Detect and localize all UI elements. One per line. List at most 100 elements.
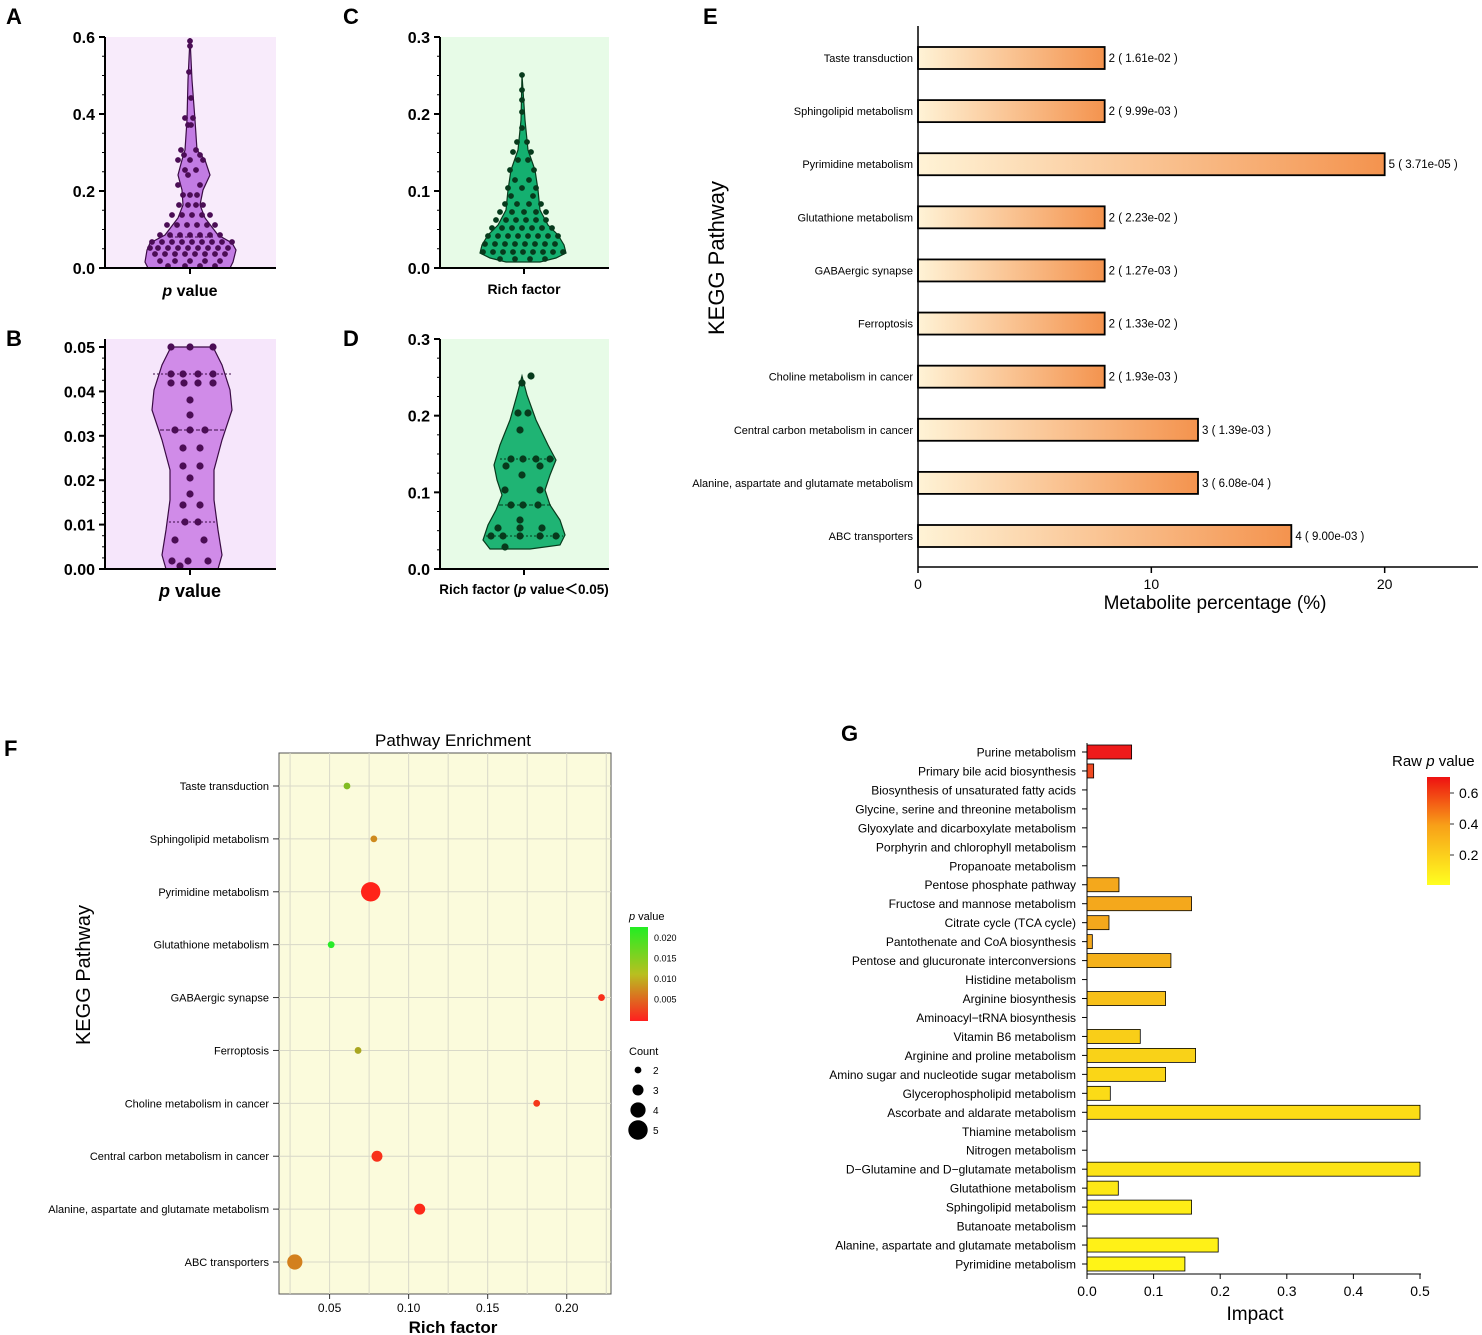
panel-g-x-tick-label: 0.4 [1344,1283,1364,1299]
panel-f-legend-p-tick: 0.015 [654,954,677,964]
panel-a-dot [212,222,218,228]
panel-b-dot [181,518,189,526]
panel-a-dot [194,222,200,228]
panel-a-dot [189,212,195,218]
panel-c-dot [509,225,515,231]
panel-c-dots [480,72,566,262]
panel-d-y-tick-label: 0.1 [408,485,430,502]
panel-c-dot [499,225,505,231]
panel-f-legend-p-ticks: 0.020 0.015 0.010 0.005 [654,933,677,1005]
panel-d-dot [532,455,540,463]
panel-f-title: Pathway Enrichment [375,731,531,750]
panel-c-dot [533,217,539,223]
panel-b: B 0.00 0.01 0.02 0.03 0.04 0.05 p value [6,326,276,601]
panel-c-dot [522,241,528,247]
panel-a-dot [175,157,181,163]
panel-a-dot [174,222,180,228]
panel-a-dot [193,167,199,173]
panel-d-dot [499,532,507,540]
panel-g-x-tick-label: 0.0 [1077,1283,1097,1299]
panel-g-legend-title: Raw p value [1392,753,1475,770]
panel-c-dot [514,201,520,207]
panel-g-category-label: Pyrimidine metabolism [955,1258,1076,1272]
panel-a-dot [187,38,193,44]
panel-a-dot [167,232,173,238]
panel-f-dot [370,835,378,843]
panel-c-dot [485,233,491,239]
panel-g-bar [1086,915,1110,931]
panel-f-plot-area [278,752,612,1295]
panel-c-dot [493,217,499,223]
panel-d-dot [507,455,515,463]
panel-c-dot [515,233,521,239]
panel-c-dot [495,233,501,239]
panel-g-bar [1086,1199,1192,1215]
panel-letter-a: A [6,4,22,29]
panel-a-dot [219,239,225,245]
panel-a-dot [179,212,185,218]
panel-d-dot [507,501,515,509]
panel-a-dot [149,239,155,245]
panel-c-dot [515,157,521,163]
panel-c-dot [545,233,551,239]
panel-g-bar [1086,1066,1166,1082]
panel-d-dot [552,532,560,540]
panel-c-dot [526,201,532,207]
panel-b-y-tick-label: 0.04 [64,384,95,401]
panel-g-bar [1086,1048,1196,1063]
panel-a-y-ticks: 0.0 0.2 0.4 0.6 [73,30,105,278]
panel-a-dot [179,239,185,245]
panel-g-category-label: Thiamine metabolism [962,1125,1076,1139]
panel-a-dot [165,245,171,251]
panel-f-legend-count-label: 4 [653,1106,659,1117]
panel-c-dot [533,209,539,215]
panel-d-xlabel: Rich factor (p value＜0.05) [439,582,609,597]
panel-d-dot [502,462,510,470]
panel-g-xlabel: Impact [1226,1304,1284,1325]
panel-g-bar [1086,934,1093,950]
panel-g-category-label: Nitrogen metabolism [966,1144,1076,1158]
panel-b-dot [209,343,217,351]
panel-c-dot [510,249,516,255]
panel-f-legend-count-dot [628,1120,648,1140]
panel-f-legend-count-label: 2 [653,1066,659,1077]
panel-a-dot [172,251,178,257]
panel-a-dot [169,239,175,245]
panel-g-category-label: Porphyrin and chlorophyll metabolism [876,840,1076,854]
panel-g-category-label: Butanoate metabolism [957,1220,1076,1234]
panel-g-legend-tick-label: 0.4 [1459,816,1479,832]
panel-e-bar-label: 2 ( 1.33e-02 ) [1109,319,1178,331]
panel-a-dot [155,245,161,251]
panel-a: A 0.0 0.2 0.4 0.6 p value [6,4,276,300]
panel-e-bar [917,46,1106,70]
panel-d: D 0.0 0.1 0.2 0.3 Rich factor (p value＜0.05… [343,326,609,597]
panel-g-category-label: Pantothenate and CoA biosynthesis [886,935,1076,949]
panel-d-dot [536,486,544,494]
panel-b-y-tick-label: 0.00 [64,562,95,579]
panel-a-xlabel: p value [161,283,217,300]
panel-a-dot [204,222,210,228]
panel-e-bar-label: 4 ( 9.00e-03 ) [1295,531,1364,543]
panel-c-y-ticks: 0.0 0.1 0.2 0.3 [408,30,440,278]
panel-c-dot [533,185,539,191]
panel-a-dot [172,258,178,264]
panel-letter-b: B [6,326,22,351]
panel-g-bar [1086,991,1166,1006]
panel-g-category-label: Vitamin B6 metabolism [954,1030,1077,1044]
panel-e-bar-label: 2 ( 9.99e-03 ) [1109,106,1178,118]
panel-a-dots [147,38,235,269]
panel-d-dot [516,426,524,434]
panel-c-dot [519,109,525,115]
panel-c-dot [490,249,496,255]
panel-c-dot [525,233,531,239]
panel-a-dot [195,245,201,251]
panel-c-dot [519,72,525,78]
panel-a-dot [157,232,163,238]
panel-g-x-tick-label: 0.1 [1144,1283,1164,1299]
panel-f-legend-p-title: p value [628,911,664,923]
panel-a-dot [209,239,215,245]
panel-c-dot [542,241,548,247]
panel-a-dot [199,212,205,218]
panel-d-dot [514,409,522,417]
panel-c-dot [480,249,486,255]
